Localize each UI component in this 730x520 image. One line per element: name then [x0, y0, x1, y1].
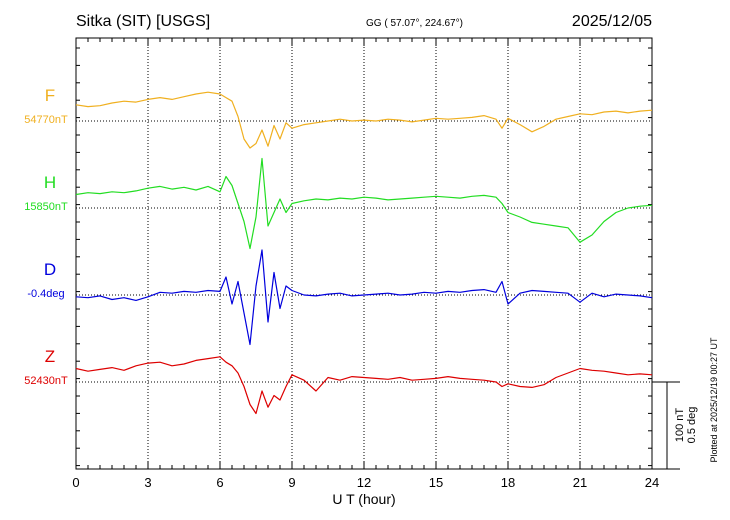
series-line-d [75, 249, 653, 346]
series-baseline-f: 54770nT [24, 114, 68, 126]
x-axis-title: U T (hour) [332, 491, 395, 507]
plotted-timestamp: Plotted at 2025/12/19 00:27 UT [709, 337, 719, 463]
series-name-f: F [45, 86, 55, 105]
x-tick-label: 6 [216, 475, 223, 490]
series-line-h [75, 157, 653, 250]
scale-label-nt: 100 nT [674, 408, 686, 443]
series-baseline-z: 52430nT [24, 375, 68, 387]
grid [76, 38, 652, 469]
series-line-f [75, 91, 653, 149]
series-baseline-h: 15850nT [24, 201, 68, 213]
series-name-z: Z [45, 347, 55, 366]
station-coordinates: GG ( 57.07°, 224.67°) [366, 18, 463, 29]
series-name-h: H [44, 173, 56, 192]
x-tick-label: 21 [573, 475, 587, 490]
x-tick-label: 18 [501, 475, 515, 490]
x-tick-label: 15 [429, 475, 443, 490]
x-axis: 0 3 6 9 12 15 18 21 24 [72, 38, 659, 490]
series-group [75, 91, 653, 415]
x-tick-label: 9 [288, 475, 295, 490]
x-tick-label: 3 [144, 475, 151, 490]
scale-label-deg: 0.5 deg [686, 407, 698, 444]
chart-date: 2025/12/05 [572, 13, 652, 30]
series-line-z [75, 356, 653, 415]
scale-bar: 100 nT 0.5 deg [652, 381, 698, 470]
x-tick-label: 0 [72, 475, 79, 490]
x-tick-label: 12 [357, 475, 371, 490]
series-baseline-d: -0.4deg [27, 288, 64, 300]
series-name-d: D [44, 260, 56, 279]
series-labels: F 54770nT H 15850nT D -0.4deg Z 52430nT [24, 86, 68, 387]
x-tick-label: 24 [645, 475, 659, 490]
chart-title: Sitka (SIT) [USGS] [76, 13, 210, 30]
